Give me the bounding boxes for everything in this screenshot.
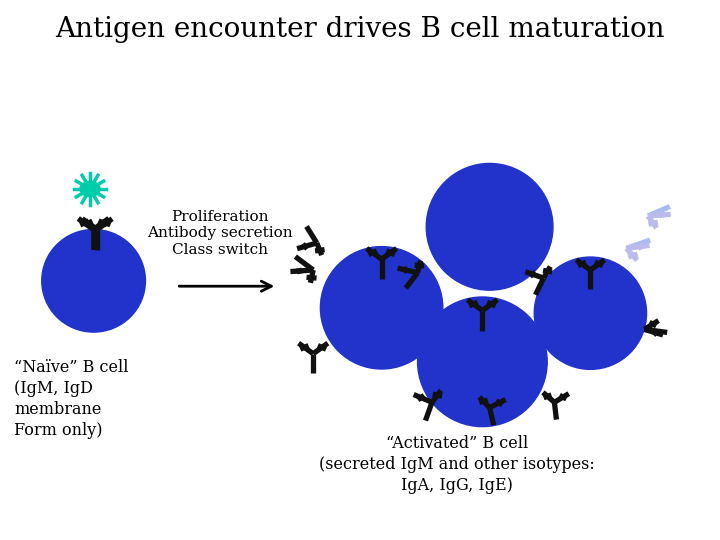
Ellipse shape bbox=[426, 164, 553, 290]
Ellipse shape bbox=[418, 297, 547, 427]
Text: “Naïve” B cell
(IgM, IgD
membrane
Form only): “Naïve” B cell (IgM, IgD membrane Form o… bbox=[14, 359, 129, 439]
Circle shape bbox=[80, 181, 100, 197]
Ellipse shape bbox=[42, 230, 145, 332]
Ellipse shape bbox=[534, 257, 647, 369]
Ellipse shape bbox=[320, 247, 443, 369]
Text: “Activated” B cell
(secreted IgM and other isotypes:
IgA, IgG, IgE): “Activated” B cell (secreted IgM and oth… bbox=[320, 435, 595, 494]
Text: Antigen encounter drives B cell maturation: Antigen encounter drives B cell maturati… bbox=[55, 16, 665, 43]
Text: Proliferation
Antibody secretion
Class switch: Proliferation Antibody secretion Class s… bbox=[147, 210, 292, 256]
